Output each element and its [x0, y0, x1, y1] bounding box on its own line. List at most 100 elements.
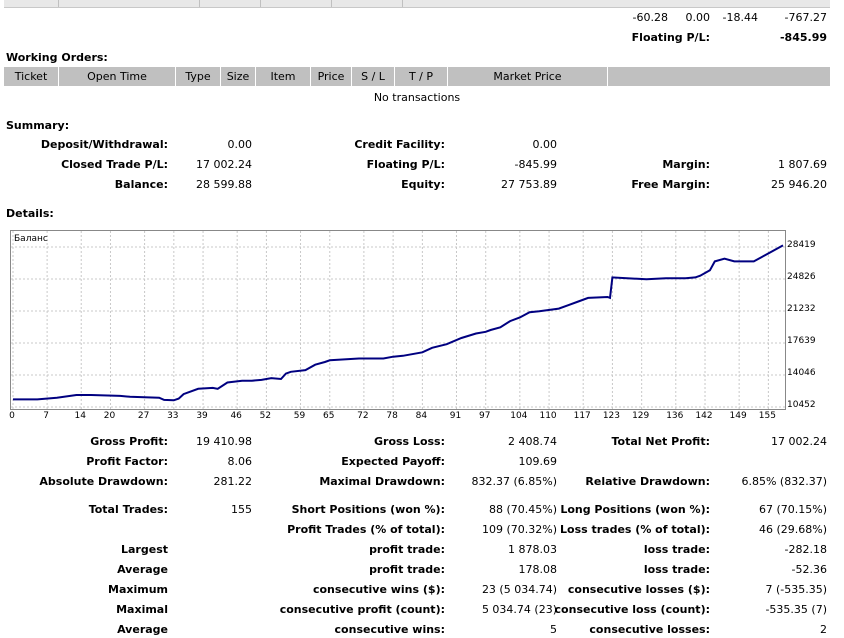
total-swap: -18.44 — [722, 11, 758, 24]
total-trades-value: 155 — [231, 503, 252, 516]
col-open-time[interactable]: Open Time — [59, 67, 176, 86]
details-title: Details: — [6, 207, 54, 220]
closed-pl-value: 17 002.24 — [196, 158, 252, 171]
average-loss-label: loss trade: — [643, 563, 710, 576]
relative-drawdown-label: Relative Drawdown: — [585, 475, 710, 488]
y-tick-label: 17639 — [787, 335, 816, 346]
margin-label: Margin: — [662, 158, 710, 171]
x-tick-label: 97 — [478, 411, 491, 421]
credit-value: 0.00 — [532, 138, 558, 151]
x-tick-label: 52 — [259, 411, 272, 421]
max-consec-loss-label: consecutive loss (count): — [554, 603, 710, 616]
previous-table-strip — [4, 0, 830, 8]
x-tick-label: 46 — [230, 411, 242, 421]
col-type[interactable]: Type — [176, 67, 221, 86]
x-tick-label: 39 — [196, 411, 208, 421]
average-profit-label: profit trade: — [369, 563, 445, 576]
x-tick-label: 72 — [357, 411, 369, 421]
working-orders-header: Ticket Open Time Type Size Item Price S … — [4, 67, 830, 86]
avg-consec-wins-label: consecutive wins: — [334, 623, 445, 636]
net-profit-label: Total Net Profit: — [611, 435, 711, 448]
x-tick-label: 136 — [666, 411, 684, 421]
balance-series-line — [13, 244, 784, 402]
profit-factor-value: 8.06 — [227, 455, 253, 468]
x-tick-label: 27 — [137, 411, 150, 421]
closed-pl-label: Closed Trade P/L: — [61, 158, 168, 171]
x-tick-label: 33 — [167, 411, 179, 421]
col-size[interactable]: Size — [221, 67, 256, 86]
maximal-drawdown-value: 832.37 (6.85%) — [471, 475, 557, 488]
total-profit: -767.27 — [784, 11, 827, 24]
y-tick-label: 21232 — [787, 304, 816, 314]
x-tick-label: 117 — [573, 411, 591, 421]
x-tick-label: 110 — [539, 411, 557, 421]
average-profit-value: 178.08 — [518, 563, 558, 576]
y-tick-label: 14046 — [787, 367, 816, 378]
relative-drawdown-value: 6.85% (832.37) — [741, 475, 827, 488]
balance-chart: Баланс — [10, 230, 786, 410]
chart-title: Баланс — [14, 234, 48, 244]
col-tp[interactable]: T / P — [395, 67, 448, 86]
x-tick-label: 14 — [74, 411, 86, 421]
floating-pl-value: -845.99 — [779, 31, 827, 44]
y-tick-label: 28419 — [787, 240, 816, 250]
largest-loss-value: -282.18 — [784, 543, 827, 556]
loss-trades-value: 46 (29.68%) — [758, 523, 827, 536]
max-consec-profit-value: 5 034.74 (23) — [481, 603, 557, 616]
avg-consec-losses-value: 2 — [820, 623, 827, 636]
deposit-value: 0.00 — [227, 138, 253, 151]
col-sl[interactable]: S / L — [352, 67, 395, 86]
loss-trades-label: Loss trades (% of total): — [560, 523, 711, 536]
average-label: Average — [117, 563, 168, 576]
maximum-label: Maximum — [108, 583, 168, 596]
equity-label: Equity: — [401, 178, 445, 191]
max-consec-losses-label: consecutive losses ($): — [567, 583, 710, 596]
gross-profit-value: 19 410.98 — [196, 435, 252, 448]
x-tick-label: 104 — [510, 411, 528, 421]
margin-value: 1 807.69 — [778, 158, 827, 171]
avg-consec-losses-label: consecutive losses: — [589, 623, 710, 636]
balance-label: Balance: — [114, 178, 168, 191]
profit-trades-value: 109 (70.32%) — [481, 523, 557, 536]
col-item[interactable]: Item — [256, 67, 311, 86]
profit-factor-label: Profit Factor: — [86, 455, 168, 468]
floating-pl-label: Floating P/L: — [631, 31, 710, 44]
x-tick-label: 7 — [43, 411, 49, 421]
credit-label: Credit Facility: — [354, 138, 445, 151]
col-price[interactable]: Price — [311, 67, 352, 86]
gross-loss-label: Gross Loss: — [374, 435, 445, 448]
profit-trades-label: Profit Trades (% of total): — [287, 523, 445, 536]
working-orders-title: Working Orders: — [6, 51, 108, 64]
x-tick-label: 65 — [323, 411, 335, 421]
free-margin-value: 25 946.20 — [771, 178, 827, 191]
short-positions-value: 88 (70.45%) — [488, 503, 557, 516]
y-tick-label: 10452 — [787, 400, 816, 410]
x-tick-label: 0 — [9, 411, 15, 421]
expected-payoff-label: Expected Payoff: — [341, 455, 445, 468]
largest-profit-label: profit trade: — [369, 543, 445, 556]
total-commission: -60.28 — [632, 11, 668, 24]
free-margin-label: Free Margin: — [631, 178, 710, 191]
long-positions-value: 67 (70.15%) — [758, 503, 827, 516]
x-tick-label: 155 — [758, 411, 776, 421]
max-consec-wins-value: 23 (5 034.74) — [481, 583, 557, 596]
col-ticket[interactable]: Ticket — [4, 67, 59, 86]
max-consec-losses-value: 7 (-535.35) — [765, 583, 827, 596]
summary-title: Summary: — [6, 119, 70, 132]
summary-floating-value: -845.99 — [514, 158, 557, 171]
largest-loss-label: loss trade: — [643, 543, 710, 556]
summary-floating-label: Floating P/L: — [366, 158, 445, 171]
average-loss-value: -52.36 — [791, 563, 827, 576]
expected-payoff-value: 109.69 — [518, 455, 558, 468]
x-tick-label: 142 — [695, 411, 713, 421]
maximal-label: Maximal — [116, 603, 168, 616]
gross-profit-label: Gross Profit: — [90, 435, 168, 448]
total-taxes: 0.00 — [685, 11, 711, 24]
max-consec-wins-label: consecutive wins ($): — [312, 583, 445, 596]
balance-chart-svg — [11, 231, 785, 409]
deposit-label: Deposit/Withdrawal: — [40, 138, 168, 151]
gross-loss-value: 2 408.74 — [508, 435, 557, 448]
balance-value: 28 599.88 — [196, 178, 252, 191]
max-consec-profit-label: consecutive profit (count): — [279, 603, 445, 616]
col-market-price[interactable]: Market Price — [448, 67, 608, 86]
